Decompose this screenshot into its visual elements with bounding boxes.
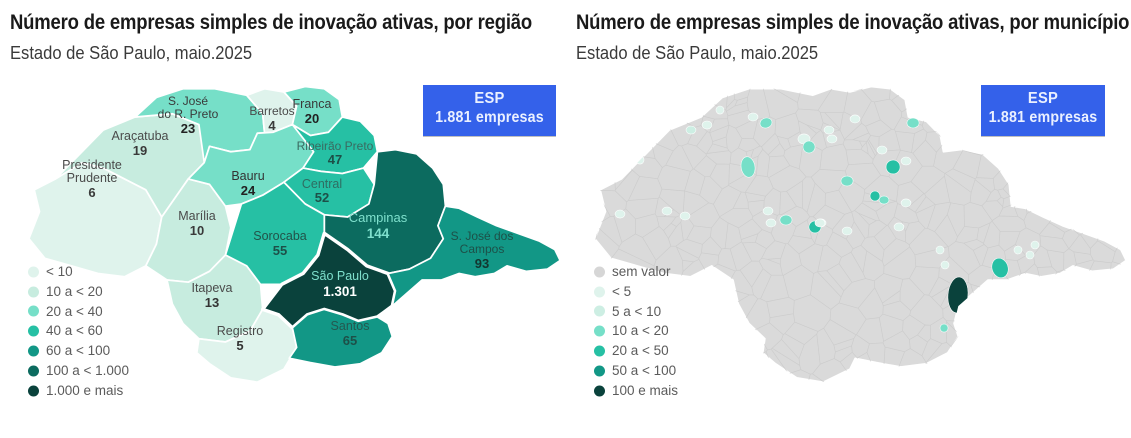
svg-text:Marília: Marília [178,209,216,223]
svg-text:4: 4 [268,118,276,133]
svg-text:19: 19 [133,143,147,158]
svg-text:65: 65 [343,333,357,348]
svg-text:Registro: Registro [217,324,264,338]
svg-text:6: 6 [88,185,95,200]
svg-text:Araçatuba: Araçatuba [112,129,169,143]
svg-text:Barretos: Barretos [249,104,294,118]
svg-text:do R. Preto: do R. Preto [158,107,219,121]
svg-text:S. José: S. José [168,94,208,108]
svg-text:10: 10 [190,223,204,238]
svg-text:Franca: Franca [293,97,332,111]
svg-text:13: 13 [205,295,219,310]
svg-text:47: 47 [328,152,342,167]
svg-text:Ribeirão Preto: Ribeirão Preto [297,139,374,153]
svg-text:Itapeva: Itapeva [191,281,232,295]
svg-text:5: 5 [236,338,243,353]
svg-text:1.301: 1.301 [323,284,357,299]
svg-text:Campinas: Campinas [349,210,408,225]
svg-text:52: 52 [315,190,329,205]
svg-text:55: 55 [273,243,287,258]
svg-text:23: 23 [181,121,195,136]
svg-text:144: 144 [367,226,390,241]
svg-text:Presidente: Presidente [62,158,122,172]
svg-text:Campos: Campos [460,242,505,256]
svg-text:S. José dos: S. José dos [451,229,514,243]
svg-text:Sorocaba: Sorocaba [253,229,307,243]
svg-text:93: 93 [475,256,489,271]
svg-text:Prudente: Prudente [67,171,118,185]
svg-text:24: 24 [241,183,256,198]
svg-text:Central: Central [302,177,342,191]
svg-text:Santos: Santos [331,319,370,333]
svg-text:Bauru: Bauru [231,169,264,183]
svg-text:São Paulo: São Paulo [311,269,369,283]
svg-text:20: 20 [305,111,319,126]
